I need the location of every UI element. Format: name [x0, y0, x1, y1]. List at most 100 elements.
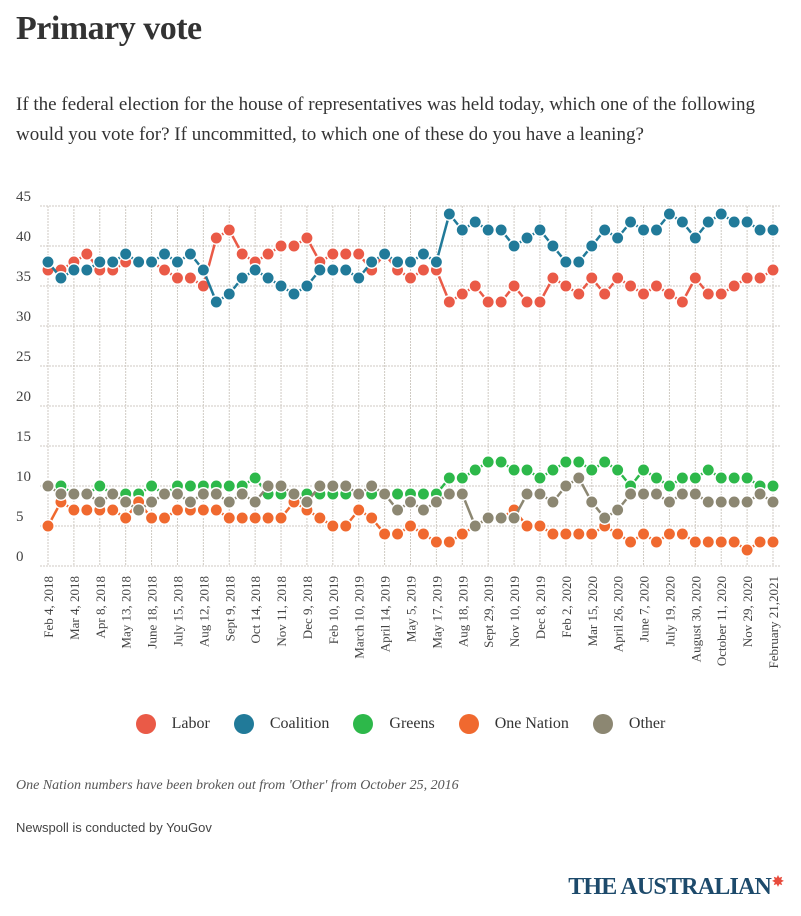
data-point[interactable]: Labor: 37 — [416, 263, 431, 277]
data-point[interactable]: Other: 11 — [571, 471, 586, 485]
data-point[interactable]: Other: 8 — [545, 495, 560, 509]
data-point[interactable]: Other: 9 — [196, 487, 211, 501]
legend-item-greens[interactable]: Greens — [353, 714, 435, 734]
data-point[interactable]: Greens: 12 — [545, 463, 560, 477]
data-point[interactable]: Coalition: 42 — [455, 223, 470, 237]
data-point[interactable]: Greens: 11 — [714, 471, 729, 485]
the-australian-logo[interactable]: THE AUSTRALIAN✸ — [568, 874, 784, 901]
data-point[interactable]: Other: 7 — [610, 503, 625, 517]
data-point[interactable]: Greens: 10 — [662, 479, 677, 493]
data-point[interactable]: Other: 9 — [675, 487, 690, 501]
legend-item-coalition[interactable]: Coalition — [233, 714, 329, 734]
data-point[interactable]: Labor: 33 — [481, 295, 496, 309]
data-point[interactable]: Coalition: 36 — [235, 271, 250, 285]
data-point[interactable]: Coalition: 40 — [584, 239, 599, 253]
data-point[interactable]: One Nation: 7 — [209, 503, 224, 517]
data-point[interactable]: Coalition: 37 — [79, 263, 94, 277]
data-point[interactable]: Greens: 10 — [144, 479, 159, 493]
data-point[interactable]: Labor: 34 — [714, 287, 729, 301]
data-point[interactable]: Labor: 34 — [636, 287, 651, 301]
data-point[interactable]: One Nation: 4 — [545, 527, 560, 541]
data-point[interactable]: Other: 8 — [727, 495, 742, 509]
data-point[interactable]: One Nation: 6 — [157, 511, 172, 525]
data-point[interactable]: Labor: 36 — [688, 271, 703, 285]
data-point[interactable]: Greens: 11 — [455, 471, 470, 485]
data-point[interactable]: Other: 6 — [481, 511, 496, 525]
data-point[interactable]: One Nation: 5 — [325, 519, 340, 533]
data-point[interactable]: Coalition: 44 — [714, 207, 729, 221]
data-point[interactable]: One Nation: 3 — [753, 535, 768, 549]
data-point[interactable]: One Nation: 4 — [558, 527, 573, 541]
data-point[interactable]: Other: 9 — [623, 487, 638, 501]
data-point[interactable]: One Nation: 3 — [649, 535, 664, 549]
data-point[interactable]: Labor: 39 — [79, 247, 94, 261]
data-point[interactable]: One Nation: 4 — [377, 527, 392, 541]
data-point[interactable]: Coalition: 35 — [299, 279, 314, 293]
data-point[interactable]: Labor: 35 — [727, 279, 742, 293]
data-point[interactable]: Coalition: 44 — [442, 207, 457, 221]
data-point[interactable]: One Nation: 4 — [455, 527, 470, 541]
data-point[interactable]: Labor: 39 — [325, 247, 340, 261]
data-point[interactable]: Other: 10 — [312, 479, 327, 493]
data-point[interactable]: Labor: 33 — [533, 295, 547, 309]
data-point[interactable]: Other: 6 — [494, 511, 509, 525]
data-point[interactable]: Coalition: 38 — [558, 255, 573, 269]
data-point[interactable]: Labor: 36 — [545, 271, 560, 285]
data-point[interactable]: Labor: 39 — [235, 247, 250, 261]
data-point[interactable]: Labor: 36 — [584, 271, 599, 285]
data-point[interactable]: Other: 8 — [144, 495, 159, 509]
data-point[interactable]: Coalition: 38 — [390, 255, 405, 269]
data-point[interactable]: Other: 9 — [455, 487, 470, 501]
data-point[interactable]: Greens: 10 — [222, 479, 237, 493]
data-point[interactable]: Coalition: 43 — [701, 215, 716, 229]
data-point[interactable]: Coalition: 41 — [610, 231, 625, 245]
data-point[interactable]: Other: 8 — [766, 495, 780, 509]
data-point[interactable]: Coalition: 39 — [377, 247, 392, 261]
data-point[interactable]: Coalition: 42 — [766, 223, 780, 237]
data-point[interactable]: One Nation: 7 — [196, 503, 211, 517]
data-point[interactable]: One Nation: 4 — [390, 527, 405, 541]
data-point[interactable]: Other: 8 — [584, 495, 599, 509]
data-point[interactable]: Greens: 13 — [494, 455, 509, 469]
data-point[interactable]: Coalition: 38 — [131, 255, 146, 269]
data-point[interactable]: Labor: 34 — [662, 287, 677, 301]
data-point[interactable]: One Nation: 3 — [701, 535, 716, 549]
data-point[interactable]: Coalition: 43 — [727, 215, 742, 229]
data-point[interactable]: Other: 9 — [53, 487, 68, 501]
data-point[interactable]: Coalition: 43 — [468, 215, 483, 229]
data-point[interactable]: Other: 9 — [170, 487, 185, 501]
data-point[interactable]: Coalition: 33 — [209, 295, 224, 309]
data-point[interactable]: Labor: 33 — [675, 295, 690, 309]
data-point[interactable]: Coalition: 39 — [183, 247, 198, 261]
data-point[interactable]: Coalition: 37 — [325, 263, 340, 277]
data-point[interactable]: Coalition: 37 — [196, 263, 211, 277]
data-point[interactable]: Other: 8 — [118, 495, 133, 509]
data-point[interactable]: One Nation: 4 — [571, 527, 586, 541]
data-point[interactable]: Labor: 37 — [766, 263, 780, 277]
data-point[interactable]: Coalition: 39 — [416, 247, 431, 261]
data-point[interactable]: One Nation: 7 — [105, 503, 120, 517]
data-point[interactable]: Coalition: 37 — [338, 263, 353, 277]
data-point[interactable]: Other: 10 — [325, 479, 340, 493]
data-point[interactable]: Other: 7 — [416, 503, 431, 517]
data-point[interactable]: Coalition: 38 — [92, 255, 107, 269]
data-point[interactable]: Other: 9 — [66, 487, 81, 501]
data-point[interactable]: Other: 6 — [597, 511, 612, 525]
data-point[interactable]: Coalition: 43 — [740, 215, 755, 229]
data-point[interactable]: Greens: 11 — [727, 471, 742, 485]
data-point[interactable]: Coalition: 42 — [649, 223, 664, 237]
data-point[interactable]: Coalition: 38 — [403, 255, 418, 269]
data-point[interactable]: Coalition: 38 — [364, 255, 379, 269]
data-point[interactable]: Labor: 34 — [701, 287, 716, 301]
data-point[interactable]: Other: 10 — [261, 479, 276, 493]
data-point[interactable]: Coalition: 42 — [636, 223, 651, 237]
data-point[interactable]: One Nation: 3 — [623, 535, 638, 549]
data-point[interactable]: Greens: 11 — [688, 471, 703, 485]
data-point[interactable]: Greens: 12 — [610, 463, 625, 477]
data-point[interactable]: One Nation: 4 — [416, 527, 431, 541]
data-point[interactable]: Greens: 11 — [248, 471, 263, 485]
data-point[interactable]: Other: 8 — [701, 495, 716, 509]
data-point[interactable]: Labor: 36 — [753, 271, 768, 285]
data-point[interactable]: Other: 8 — [183, 495, 198, 509]
data-point[interactable]: Labor: 35 — [558, 279, 573, 293]
